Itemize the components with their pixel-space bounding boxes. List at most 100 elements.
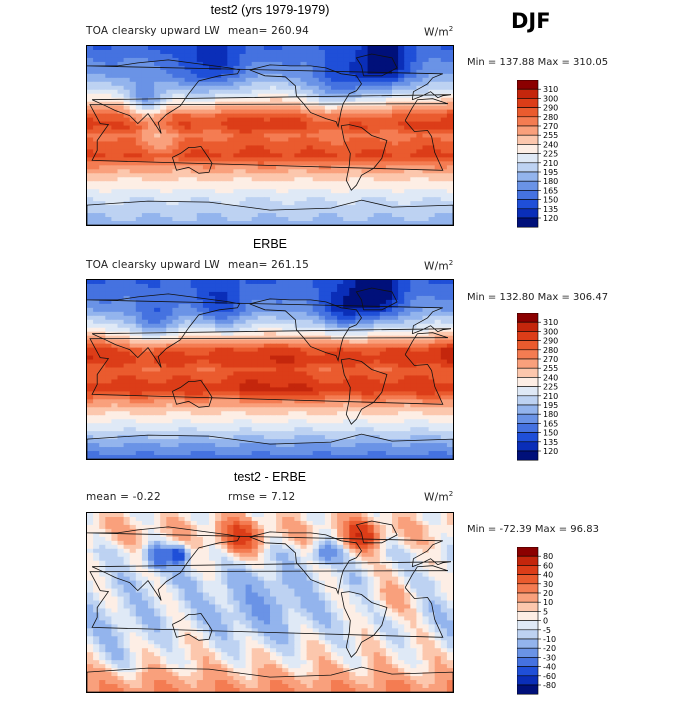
map-cell	[240, 324, 247, 329]
map-cell	[362, 134, 369, 139]
map-cell	[319, 197, 326, 202]
map-cell	[441, 324, 448, 329]
map-cell	[416, 395, 423, 400]
map-cell	[93, 364, 100, 369]
map-cell	[435, 296, 442, 301]
map-cell	[374, 379, 381, 384]
map-cell	[154, 90, 161, 95]
map-cell	[197, 375, 204, 380]
map-cell	[240, 58, 247, 63]
map-cell	[203, 126, 210, 131]
map-cell	[118, 193, 125, 198]
map-cell	[288, 356, 295, 361]
map-cell	[294, 375, 301, 380]
map-cell	[294, 110, 301, 115]
map-cell	[301, 300, 308, 305]
map-cell	[343, 364, 350, 369]
map-cell	[258, 419, 265, 424]
map-cell	[264, 360, 271, 365]
map-cell	[435, 197, 442, 202]
map-cell	[154, 177, 161, 182]
map-cell	[209, 217, 216, 222]
map-cell	[288, 201, 295, 206]
map-cell	[209, 86, 216, 91]
map-cell	[93, 141, 100, 146]
map-cell	[398, 70, 405, 75]
map-cell	[99, 411, 106, 416]
map-cell	[124, 415, 131, 420]
map-cell	[410, 395, 417, 400]
map-cell	[154, 312, 161, 317]
map-cell	[246, 280, 253, 285]
map-cell	[258, 423, 265, 428]
map-cell	[130, 126, 137, 131]
map-cell	[307, 399, 314, 404]
map-cell	[270, 62, 277, 67]
map-cell	[404, 415, 411, 420]
map-cell	[276, 360, 283, 365]
map-cell	[99, 145, 106, 150]
map-cell	[410, 145, 417, 150]
map-cell	[447, 98, 453, 103]
map-cell	[337, 387, 344, 392]
map-cell	[325, 153, 332, 158]
map-cell	[319, 407, 326, 412]
map-cell	[374, 403, 381, 408]
map-cell	[410, 288, 417, 293]
map-cell	[246, 387, 253, 392]
map-cell	[215, 177, 222, 182]
map-cell	[105, 284, 112, 289]
map-cell	[124, 145, 131, 150]
map-cell	[111, 161, 118, 166]
map-cell	[215, 122, 222, 127]
map-cell	[221, 197, 228, 202]
map-cell	[148, 94, 155, 99]
map-cell	[435, 352, 442, 357]
map-cell	[307, 66, 314, 71]
map-cell	[179, 411, 186, 416]
map-cell	[404, 288, 411, 293]
map-cell	[374, 86, 381, 91]
map-cell	[258, 106, 265, 111]
map-cell	[416, 344, 423, 349]
map-cell	[392, 173, 399, 178]
map-cell	[172, 145, 179, 150]
colorbar-swatch	[517, 117, 538, 126]
map-cell	[111, 288, 118, 293]
map-cell	[386, 157, 393, 162]
map-cell	[185, 340, 192, 345]
map-cell	[221, 126, 228, 131]
map-cell	[197, 106, 204, 111]
map-cell	[191, 137, 198, 142]
map-cell	[410, 169, 417, 174]
map-cell	[386, 169, 393, 174]
map-cell	[392, 169, 399, 174]
map-cell	[215, 368, 222, 373]
map-cell	[288, 130, 295, 135]
map-cell	[288, 387, 295, 392]
map-cell	[197, 423, 204, 428]
map-cell	[172, 348, 179, 353]
map-cell	[301, 292, 308, 297]
map-cell	[240, 368, 247, 373]
map-cell	[398, 110, 405, 115]
map-cell	[386, 217, 393, 222]
map-cell	[404, 130, 411, 135]
map-cell	[282, 98, 289, 103]
map-cell	[380, 399, 387, 404]
map-cell	[319, 356, 326, 361]
map-cell	[203, 58, 210, 63]
map-cell	[252, 114, 259, 119]
map-cell	[349, 193, 356, 198]
map-cell	[264, 312, 271, 317]
map-cell	[160, 300, 167, 305]
map-cell	[362, 157, 369, 162]
map-cell	[154, 82, 161, 87]
map-cell	[209, 423, 216, 428]
map-cell	[380, 173, 387, 178]
map-cell	[270, 423, 277, 428]
map-cell	[294, 137, 301, 142]
map-cell	[197, 368, 204, 373]
map-cell	[276, 280, 283, 285]
map-cell	[154, 383, 161, 388]
